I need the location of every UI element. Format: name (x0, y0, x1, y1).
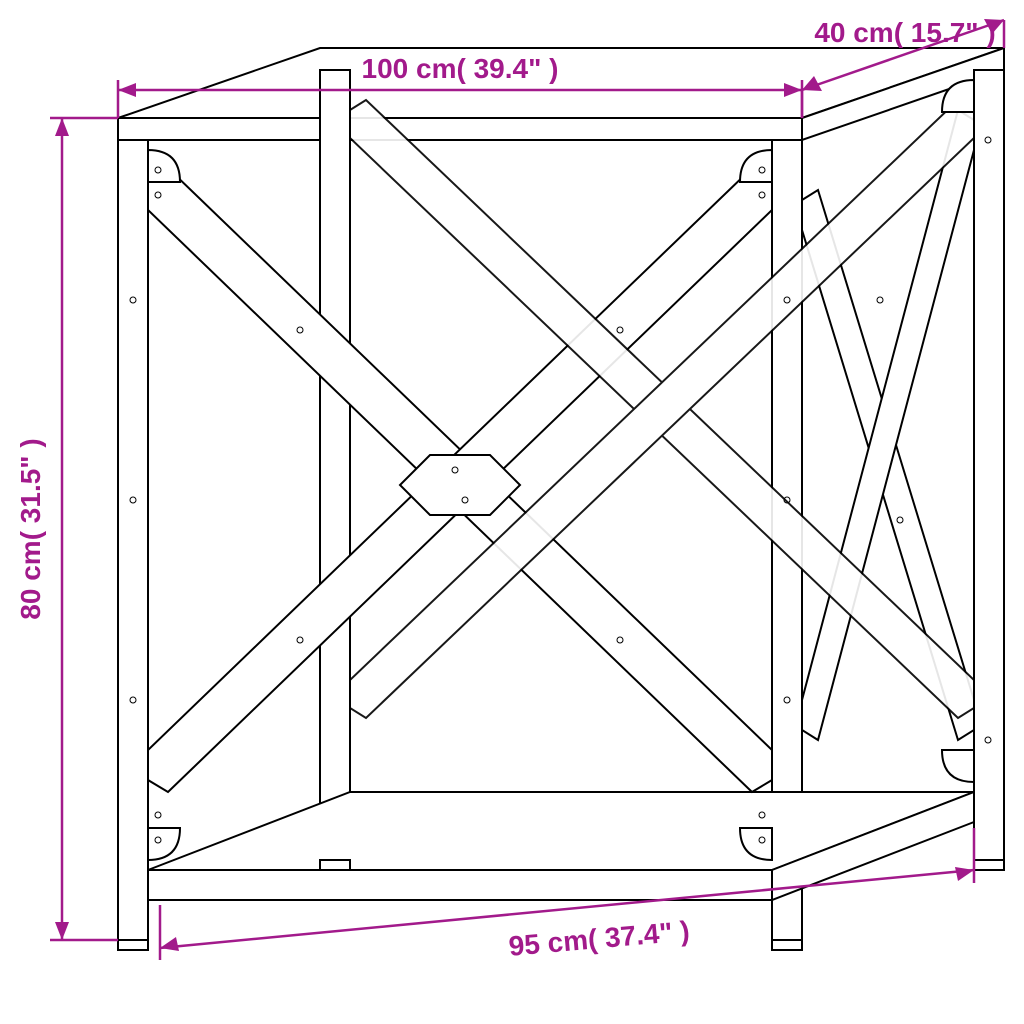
dim-shelf-width-label: 95 cm( 37.4" ) (507, 915, 690, 962)
tabletop (118, 48, 1004, 140)
dim-height-left: 80 cm( 31.5" ) (15, 118, 118, 940)
table-drawing (118, 48, 1004, 950)
dim-depth-top-label: 40 cm( 15.7" ) (814, 17, 995, 48)
dim-height-left-label: 80 cm( 31.5" ) (15, 438, 46, 619)
dimension-drawing: 100 cm( 39.4" ) 40 cm( 15.7" ) 80 cm( 31… (0, 0, 1024, 1024)
lower-shelf (148, 792, 974, 900)
dim-width-top-label: 100 cm( 39.4" ) (362, 53, 559, 84)
corner-gussets (148, 80, 974, 860)
front-x-brace (148, 168, 772, 792)
